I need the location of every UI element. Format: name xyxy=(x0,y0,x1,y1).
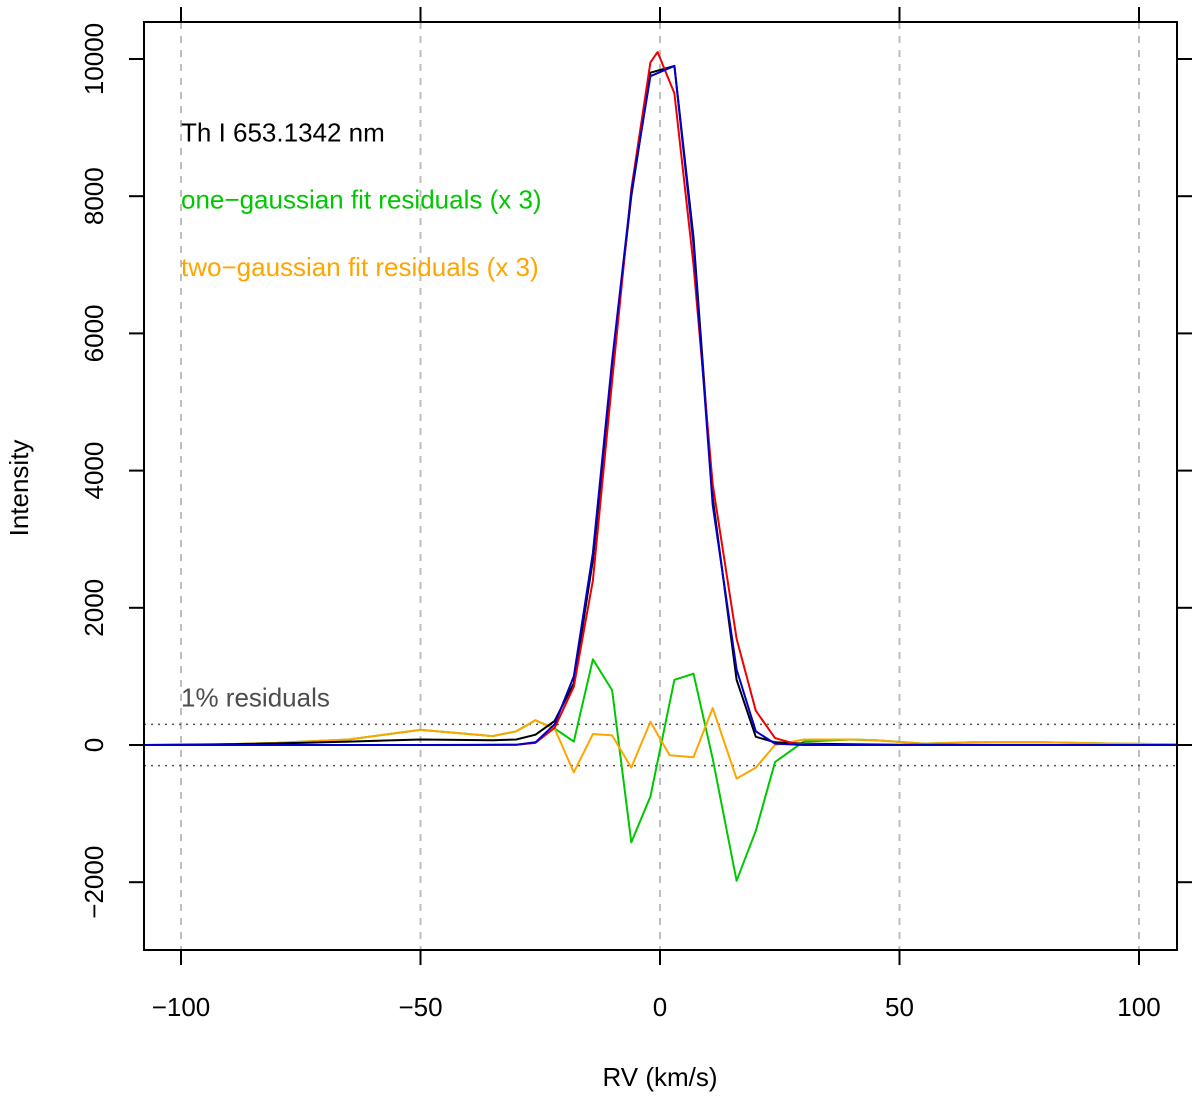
x-tick-label: −50 xyxy=(398,992,442,1022)
annotation-text: two−gaussian fit residuals (x 3) xyxy=(181,252,539,282)
y-tick-label: 6000 xyxy=(79,304,109,362)
y-tick-label: −2000 xyxy=(79,846,109,919)
series-line-two-gaussian-fit xyxy=(144,64,1177,746)
grid-layer xyxy=(180,22,1140,950)
y-tick-label: 2000 xyxy=(79,579,109,637)
x-tick-label: −100 xyxy=(152,992,211,1022)
x-tick-label: 50 xyxy=(885,992,914,1022)
y-tick-label: 0 xyxy=(79,738,109,752)
y-tick-label: 10000 xyxy=(79,23,109,95)
annotation-text: 1% residuals xyxy=(181,683,330,713)
series-line-one-gaussian-fit xyxy=(144,51,1177,746)
annotation-layer: Th I 653.1342 nm one−gaussian fit residua… xyxy=(181,117,542,712)
y-tick-label: 4000 xyxy=(79,442,109,500)
series-layer xyxy=(144,51,1177,882)
x-axis-title: RV (km/s) xyxy=(602,1062,717,1092)
x-tick-label: 0 xyxy=(653,992,667,1022)
y-tick-label: 8000 xyxy=(79,167,109,225)
y-axis-title: Intensity xyxy=(4,440,34,537)
tick-layer: −100 −50 0 50 100 −2000 0 2000 4000 6000 8000 10000 xyxy=(79,7,1192,1022)
annotation-text: Th I 653.1342 nm xyxy=(181,117,385,147)
x-tick-label: 100 xyxy=(1117,992,1160,1022)
annotation-text: one−gaussian fit residuals (x 3) xyxy=(181,185,542,215)
series-line-two-gaussian-fit-residuals-x-3- xyxy=(144,707,1177,780)
